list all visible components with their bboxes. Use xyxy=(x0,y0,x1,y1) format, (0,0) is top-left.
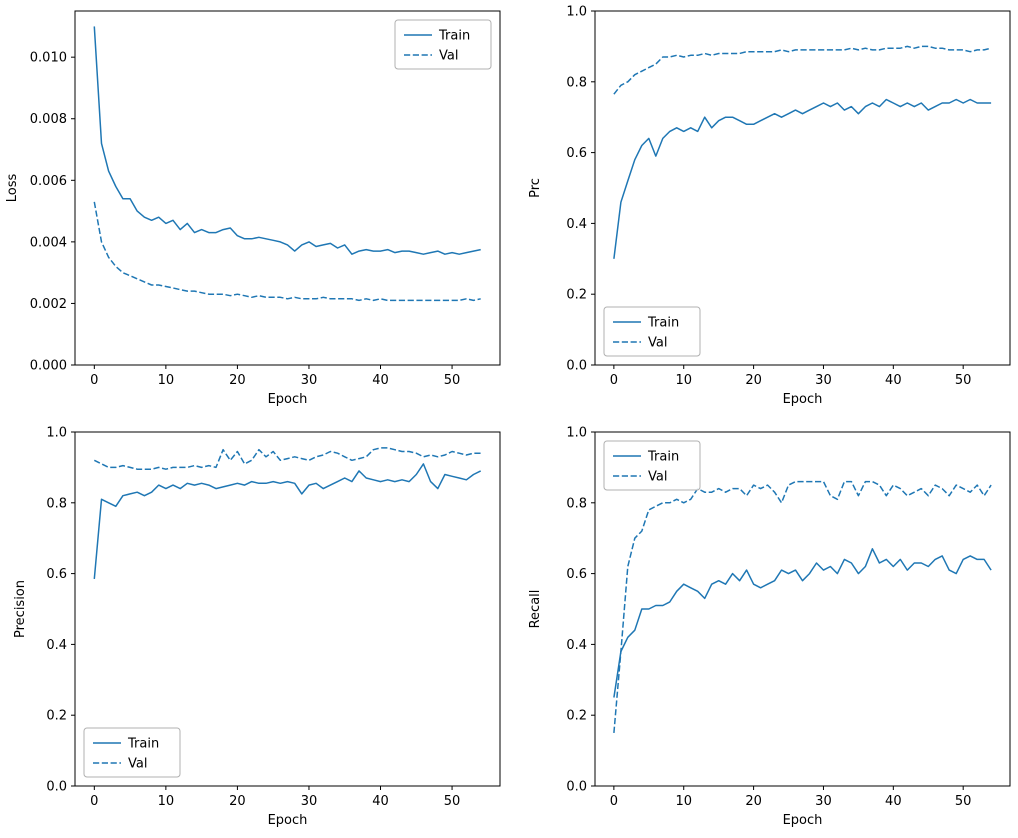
svg-text:0.4: 0.4 xyxy=(46,638,67,653)
svg-text:Epoch: Epoch xyxy=(783,813,823,828)
svg-text:0.2: 0.2 xyxy=(566,288,587,303)
precision-plot: 0 10 20 30 40 50 0.0 0.2 0.4 0.6 0.8 1.0 Epoch Precis… xyxy=(13,426,501,828)
svg-text:30: 30 xyxy=(301,794,318,809)
svg-text:0.8: 0.8 xyxy=(566,496,587,511)
svg-text:Epoch: Epoch xyxy=(268,392,308,407)
svg-text:0: 0 xyxy=(90,373,98,388)
svg-text:10: 10 xyxy=(158,794,175,809)
svg-text:0: 0 xyxy=(90,794,98,809)
svg-text:Train: Train xyxy=(438,29,470,44)
svg-text:Prc: Prc xyxy=(528,178,543,198)
svg-text:10: 10 xyxy=(675,794,692,809)
svg-text:40: 40 xyxy=(885,794,902,809)
svg-text:20: 20 xyxy=(229,373,246,388)
svg-text:0.002: 0.002 xyxy=(30,297,67,312)
svg-text:0.2: 0.2 xyxy=(46,709,67,724)
precision-panel: 0 10 20 30 40 50 0.0 0.2 0.4 0.6 0.8 1.0 Epoch Precis… xyxy=(0,419,509,838)
svg-text:10: 10 xyxy=(158,373,175,388)
svg-text:0.004: 0.004 xyxy=(30,235,67,250)
svg-text:0.2: 0.2 xyxy=(566,709,587,724)
svg-text:Train: Train xyxy=(127,737,159,752)
svg-text:Epoch: Epoch xyxy=(783,392,823,407)
svg-text:Loss: Loss xyxy=(5,174,20,203)
svg-text:40: 40 xyxy=(885,373,902,388)
loss-plot: 0 10 20 30 40 50 0.000 0.002 0.004 0.006 0.008 0.01… xyxy=(5,10,501,407)
svg-text:0.000: 0.000 xyxy=(30,359,67,374)
svg-text:0.006: 0.006 xyxy=(30,174,67,189)
svg-text:0.6: 0.6 xyxy=(566,567,587,582)
svg-text:40: 40 xyxy=(372,373,389,388)
svg-text:30: 30 xyxy=(815,794,832,809)
svg-text:50: 50 xyxy=(444,794,461,809)
svg-text:1.0: 1.0 xyxy=(566,426,587,441)
svg-text:Epoch: Epoch xyxy=(268,813,308,828)
svg-text:0.8: 0.8 xyxy=(46,496,67,511)
svg-text:20: 20 xyxy=(229,794,246,809)
svg-text:0.6: 0.6 xyxy=(566,146,587,161)
prc-panel: 0 10 20 30 40 50 0.0 0.2 0.4 0.6 0.8 1.0 Epoch Prc Tra… xyxy=(509,0,1018,419)
svg-text:40: 40 xyxy=(372,794,389,809)
svg-text:0.8: 0.8 xyxy=(566,75,587,90)
svg-text:30: 30 xyxy=(301,373,318,388)
svg-text:50: 50 xyxy=(955,373,972,388)
svg-text:0: 0 xyxy=(610,794,618,809)
svg-text:20: 20 xyxy=(745,373,762,388)
svg-text:1.0: 1.0 xyxy=(46,426,67,441)
svg-text:0.4: 0.4 xyxy=(566,217,587,232)
svg-text:50: 50 xyxy=(955,794,972,809)
svg-text:1.0: 1.0 xyxy=(566,5,587,20)
svg-text:Recall: Recall xyxy=(528,590,543,629)
svg-text:Val: Val xyxy=(648,336,667,351)
recall-plot: 0 10 20 30 40 50 0.0 0.2 0.4 0.6 0.8 1.0 Epoch Recall… xyxy=(528,426,1011,828)
svg-text:0.6: 0.6 xyxy=(46,567,67,582)
svg-text:0.4: 0.4 xyxy=(566,638,587,653)
svg-text:0.0: 0.0 xyxy=(46,780,67,795)
loss-panel: 0 10 20 30 40 50 0.000 0.002 0.004 0.006 0.008 0.01… xyxy=(0,0,509,419)
svg-text:0.010: 0.010 xyxy=(30,51,67,66)
svg-text:0.0: 0.0 xyxy=(566,359,587,374)
svg-text:0.008: 0.008 xyxy=(30,112,67,127)
svg-text:0: 0 xyxy=(610,373,618,388)
svg-text:10: 10 xyxy=(675,373,692,388)
svg-text:50: 50 xyxy=(444,373,461,388)
svg-text:Val: Val xyxy=(128,757,147,772)
prc-plot: 0 10 20 30 40 50 0.0 0.2 0.4 0.6 0.8 1.0 Epoch Prc Tra… xyxy=(528,5,1011,407)
svg-text:Train: Train xyxy=(647,316,679,331)
svg-text:Val: Val xyxy=(439,49,458,64)
svg-text:Precision: Precision xyxy=(13,580,28,638)
svg-text:Train: Train xyxy=(647,450,679,465)
svg-text:30: 30 xyxy=(815,373,832,388)
svg-text:0.0: 0.0 xyxy=(566,780,587,795)
svg-text:20: 20 xyxy=(745,794,762,809)
recall-panel: 0 10 20 30 40 50 0.0 0.2 0.4 0.6 0.8 1.0 Epoch Recall… xyxy=(509,419,1018,838)
svg-text:Val: Val xyxy=(648,470,667,485)
